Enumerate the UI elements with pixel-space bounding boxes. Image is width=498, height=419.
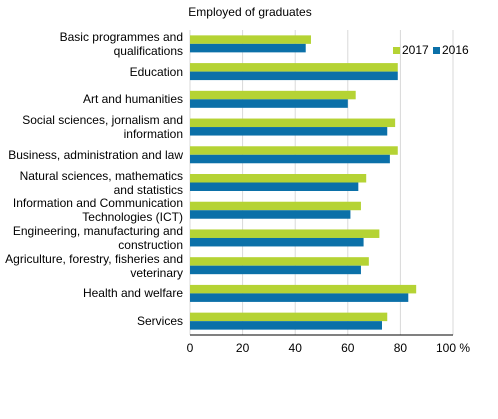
y-tick-label: Basic programmes and qualifications: [59, 29, 183, 58]
x-tick-label: 40: [289, 341, 303, 355]
x-tick-label: 20: [236, 341, 250, 355]
bar: [190, 71, 398, 81]
bar: [190, 90, 356, 100]
bar: [190, 284, 417, 294]
y-tick-label: Agriculture, forestry, fisheries and vet…: [5, 251, 183, 280]
bar: [190, 146, 398, 155]
bar: [190, 229, 380, 238]
bar: [190, 182, 359, 191]
bar: [190, 257, 369, 266]
x-tick-label: 0: [187, 341, 194, 355]
y-tick-label: Education: [129, 64, 183, 79]
bar: [190, 127, 388, 136]
legend-label: 2017: [402, 43, 429, 57]
legend-swatch: [393, 47, 400, 54]
legend-label: 2016: [442, 43, 469, 57]
bar: [190, 43, 306, 53]
x-tick-label: 100 %: [436, 341, 470, 355]
bar: [190, 293, 409, 302]
bar: [190, 265, 361, 275]
x-tick-label: 80: [394, 341, 408, 355]
y-tick-label: Information and Communication Technologi…: [12, 196, 183, 225]
bar: [190, 154, 390, 164]
y-tick-label: Health and welfare: [82, 286, 183, 301]
legend-swatch: [433, 47, 440, 54]
y-tick-label: Art and humanities: [82, 92, 183, 107]
bar: [190, 237, 364, 247]
x-tick-label: 60: [341, 341, 355, 355]
bar: [190, 118, 396, 128]
bar: [190, 174, 367, 183]
y-tick-label: Natural sciences, mathematics and statis…: [19, 168, 183, 197]
bar: [190, 63, 398, 72]
y-tick-label: Engineering, manufacturing and construct…: [12, 223, 183, 252]
chart-title: Employed of graduates: [188, 5, 311, 19]
bar: [190, 201, 361, 211]
bar: [190, 35, 311, 44]
bar: [190, 321, 382, 330]
bar: [190, 312, 388, 322]
bar: [190, 99, 348, 108]
bar: [190, 210, 351, 219]
y-tick-label: Business, administration and law: [8, 147, 183, 162]
y-tick-label: Social sciences, jornalism and informati…: [22, 113, 183, 142]
y-tick-label: Services: [136, 314, 183, 329]
